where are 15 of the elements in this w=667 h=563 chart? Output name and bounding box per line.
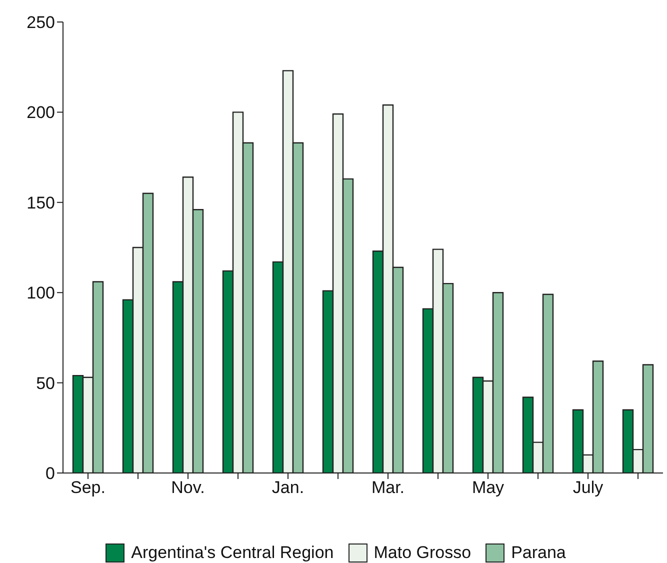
legend-label: Argentina's Central Region (131, 543, 334, 563)
y-tick-label: 0 (46, 464, 55, 484)
x-tick-label: Jan. (272, 478, 304, 498)
legend-label: Mato Grosso (374, 543, 472, 563)
y-tick-label: 150 (26, 193, 55, 212)
y-tick-label: 50 (36, 374, 55, 393)
x-tick-label: Mar. (371, 478, 405, 498)
y-tick-label: 250 (26, 13, 55, 32)
y-tick-label: 200 (26, 103, 55, 122)
y-tick-label: 100 (26, 284, 55, 303)
x-tick-label: Sep. (70, 478, 106, 498)
x-tick-label: May (472, 478, 505, 498)
legend-label: Parana (511, 543, 566, 563)
x-tick-label: Nov. (171, 478, 205, 498)
x-tick-label: July (572, 478, 604, 498)
